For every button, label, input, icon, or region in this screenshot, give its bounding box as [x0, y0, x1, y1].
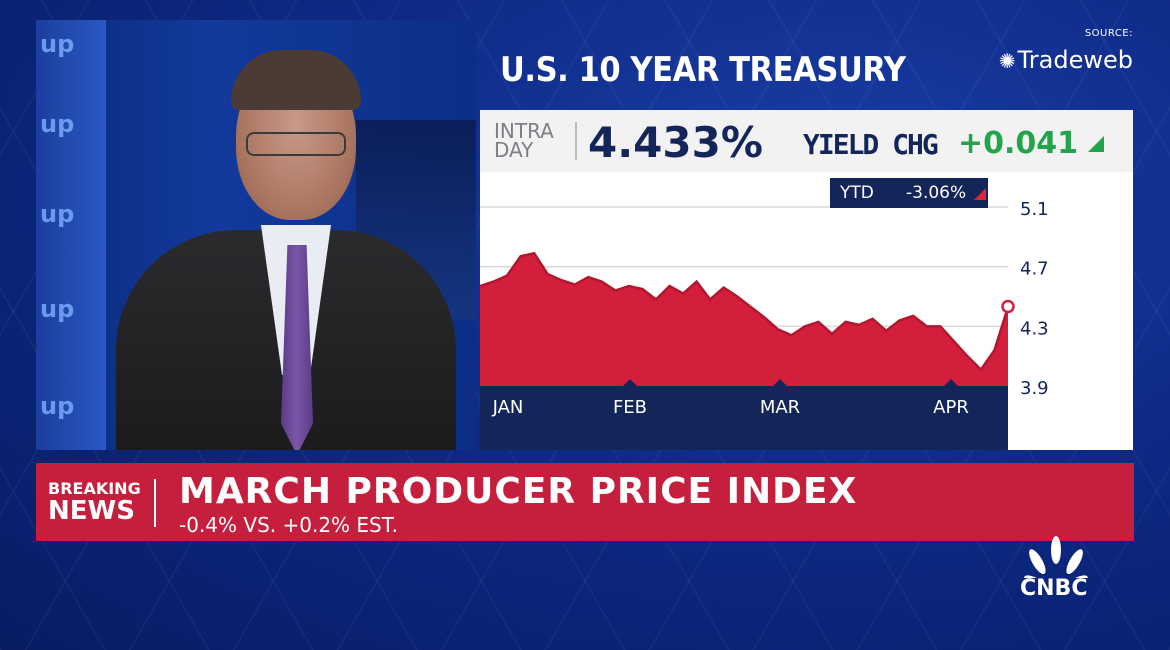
chart-panel: INTRA DAY 4.433% YIELD CHG +0.041 5.1 4.7…: [480, 110, 1133, 450]
anchor: [76, 50, 476, 450]
yield-change-label: YIELD CHG: [803, 128, 939, 161]
tradeweb-spark-icon: ✺: [998, 49, 1016, 73]
wall-text: up: [40, 392, 75, 420]
anchor-glasses: [246, 132, 346, 156]
source-logo: ✺Tradeweb: [999, 46, 1133, 74]
x-tick-label: APR: [933, 397, 969, 418]
network-name: CNBC: [1020, 576, 1088, 601]
x-tick-label: FEB: [613, 397, 647, 418]
anchor-hair: [231, 50, 361, 110]
breaking-news-tag: BREAKING NEWS: [48, 479, 141, 526]
banner-subline: -0.4% VS. +0.2% EST.: [179, 513, 398, 537]
last-value-marker: [1001, 299, 1015, 314]
wall-text: up: [40, 200, 75, 228]
x-tick-marker: [773, 379, 787, 386]
peacock-icon: [1024, 536, 1088, 592]
x-axis-band: [480, 386, 1008, 450]
x-tick-label: MAR: [760, 397, 800, 418]
x-tick-marker: [623, 379, 637, 386]
source-name: Tradeweb: [1017, 46, 1133, 74]
intraday-label: INTRA DAY: [494, 119, 554, 162]
banner-divider: [154, 479, 156, 527]
banner-headline: MARCH PRODUCER PRICE INDEX: [179, 471, 858, 512]
ytd-value: -3.06%: [906, 183, 967, 203]
yield-chart: 5.1 4.7 4.3 3.9 JAN FEB MAR APR: [480, 199, 1049, 450]
series-line: [480, 251, 1010, 372]
source-label: SOURCE:: [1084, 28, 1133, 39]
wall-text: up: [40, 30, 75, 58]
wall-text: up: [40, 295, 75, 323]
wall-text: up: [40, 110, 75, 138]
yield-value: 4.433%: [588, 118, 763, 167]
anchor-tie: [281, 245, 313, 450]
cnbc-logo: CNBC: [1016, 536, 1096, 606]
intraday-label-line2: DAY: [494, 138, 534, 162]
ytd-arrow-icon: [974, 188, 986, 200]
quote-header: INTRA DAY 4.433% YIELD CHG +0.041: [480, 110, 1133, 172]
ytd-badge: YTD -3.06%: [830, 178, 988, 208]
y-tick-label: 5.1: [1020, 199, 1049, 220]
y-tick-label: 4.3: [1020, 318, 1049, 339]
news-label: NEWS: [48, 496, 135, 526]
header-divider: [575, 122, 577, 160]
y-tick-label: 3.9: [1020, 378, 1049, 399]
anchor-video: up up up up up: [36, 20, 476, 450]
x-tick-label: JAN: [492, 397, 524, 418]
breaking-news-banner: BREAKING NEWS MARCH PRODUCER PRICE INDEX…: [36, 463, 1134, 541]
series-area: [480, 253, 1008, 386]
breaking-label: BREAKING: [48, 479, 141, 498]
chart-title: U.S. 10 YEAR TREASURY: [500, 50, 906, 90]
studio-wall: up up up up up: [36, 20, 106, 450]
yield-change-value: +0.041: [958, 126, 1079, 161]
up-arrow-icon: [1088, 136, 1104, 152]
intraday-label-line1: INTRA: [494, 119, 554, 143]
y-tick-label: 4.7: [1020, 259, 1049, 280]
ytd-label: YTD: [840, 183, 874, 203]
x-tick-marker: [944, 379, 958, 386]
